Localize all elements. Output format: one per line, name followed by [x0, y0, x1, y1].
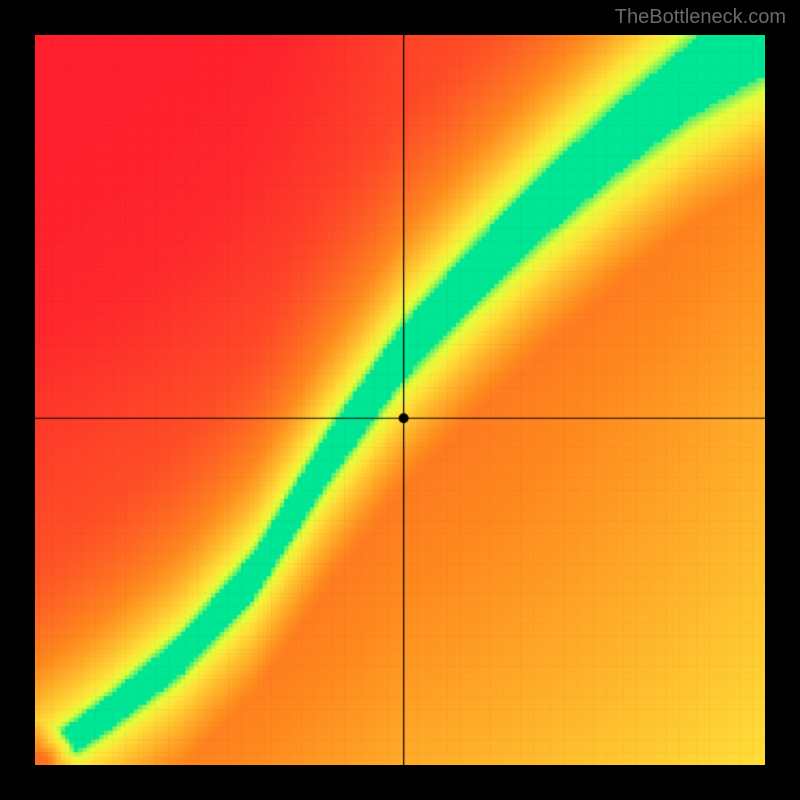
- plot-area: [35, 35, 765, 765]
- heatmap-canvas: [35, 35, 765, 765]
- watermark-text: TheBottleneck.com: [615, 6, 786, 29]
- figure-container: TheBottleneck.com: [0, 0, 800, 800]
